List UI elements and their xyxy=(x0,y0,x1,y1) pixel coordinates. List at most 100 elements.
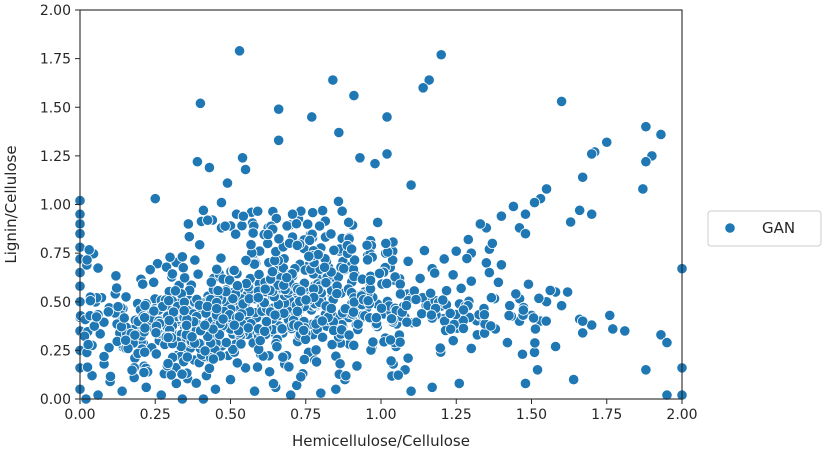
data-point xyxy=(519,208,532,220)
data-point xyxy=(251,361,264,373)
data-point xyxy=(450,245,462,257)
data-point xyxy=(640,156,652,168)
data-point xyxy=(126,364,138,376)
data-point xyxy=(120,291,132,303)
data-point xyxy=(189,254,201,266)
data-point xyxy=(176,368,188,380)
data-point xyxy=(364,274,377,286)
data-point xyxy=(343,216,355,228)
data-point xyxy=(224,274,236,286)
data-point xyxy=(286,208,299,220)
data-point xyxy=(110,270,122,282)
data-point xyxy=(601,136,613,148)
data-point xyxy=(235,338,247,350)
data-point xyxy=(98,350,110,363)
data-point xyxy=(148,305,160,317)
legend-label-gan: GAN xyxy=(762,219,795,237)
data-point xyxy=(528,346,541,358)
data-point xyxy=(332,195,345,207)
data-point xyxy=(320,277,332,289)
data-point xyxy=(416,308,428,320)
data-point xyxy=(438,253,450,265)
data-point xyxy=(166,268,178,280)
y-tick-label: 0.00 xyxy=(40,392,71,408)
data-point xyxy=(224,373,237,386)
data-point xyxy=(81,254,93,266)
data-point xyxy=(203,161,216,174)
data-point xyxy=(586,208,598,220)
y-tick-label: 0.50 xyxy=(40,295,71,311)
data-point xyxy=(267,378,280,390)
data-point xyxy=(347,306,360,318)
data-point xyxy=(253,268,265,281)
data-point xyxy=(140,381,152,393)
data-point xyxy=(486,237,498,249)
data-point xyxy=(348,339,360,351)
x-tick-label: 1.75 xyxy=(591,407,622,423)
data-point xyxy=(352,318,364,330)
data-point xyxy=(277,351,289,363)
data-point xyxy=(118,312,130,324)
data-point xyxy=(544,284,556,297)
data-point xyxy=(298,353,310,366)
data-point xyxy=(291,305,304,317)
x-tick-label: 1.25 xyxy=(441,407,472,423)
data-point xyxy=(300,294,312,306)
data-point xyxy=(418,245,431,257)
data-point xyxy=(330,383,342,395)
data-point xyxy=(640,364,652,376)
data-point xyxy=(139,322,151,334)
data-point xyxy=(266,266,279,278)
data-point xyxy=(528,312,540,324)
data-point xyxy=(201,300,213,313)
data-point xyxy=(273,103,285,115)
data-point xyxy=(276,323,288,335)
data-point xyxy=(325,228,337,240)
data-point xyxy=(381,111,393,123)
y-tick-label: 1.00 xyxy=(40,198,71,214)
data-point xyxy=(385,313,398,325)
data-point xyxy=(228,319,240,331)
data-point xyxy=(568,373,580,386)
data-point xyxy=(485,320,497,332)
data-point xyxy=(607,323,619,335)
y-tick-label: 0.25 xyxy=(40,343,71,359)
data-point xyxy=(183,231,195,243)
data-point xyxy=(462,233,474,246)
data-point xyxy=(405,179,417,191)
data-point xyxy=(465,275,477,287)
data-point xyxy=(402,255,414,267)
data-point xyxy=(163,295,175,307)
data-point xyxy=(504,300,516,312)
data-point xyxy=(211,263,223,275)
data-point xyxy=(283,361,295,373)
data-point xyxy=(333,126,345,139)
data-point xyxy=(273,134,285,146)
data-point xyxy=(312,249,324,261)
data-point xyxy=(574,204,586,216)
data-point xyxy=(144,264,156,276)
x-tick-label: 1.50 xyxy=(516,407,547,423)
data-point xyxy=(192,268,204,280)
data-point xyxy=(194,97,206,109)
data-point xyxy=(465,342,477,355)
data-point xyxy=(315,387,327,399)
data-point xyxy=(264,366,276,378)
legend-marker-gan xyxy=(724,222,736,234)
data-point xyxy=(316,315,328,327)
data-point xyxy=(414,272,426,285)
data-point xyxy=(400,299,413,312)
data-point xyxy=(316,204,329,217)
data-point xyxy=(295,371,307,383)
data-point xyxy=(92,389,104,401)
data-point xyxy=(372,216,384,229)
data-point xyxy=(394,288,407,300)
data-point xyxy=(444,307,456,319)
data-point xyxy=(354,152,366,164)
data-point xyxy=(480,257,492,269)
data-point xyxy=(181,351,193,363)
data-point xyxy=(262,228,274,241)
data-point xyxy=(302,218,314,230)
data-point xyxy=(455,282,467,294)
data-point xyxy=(640,121,652,133)
